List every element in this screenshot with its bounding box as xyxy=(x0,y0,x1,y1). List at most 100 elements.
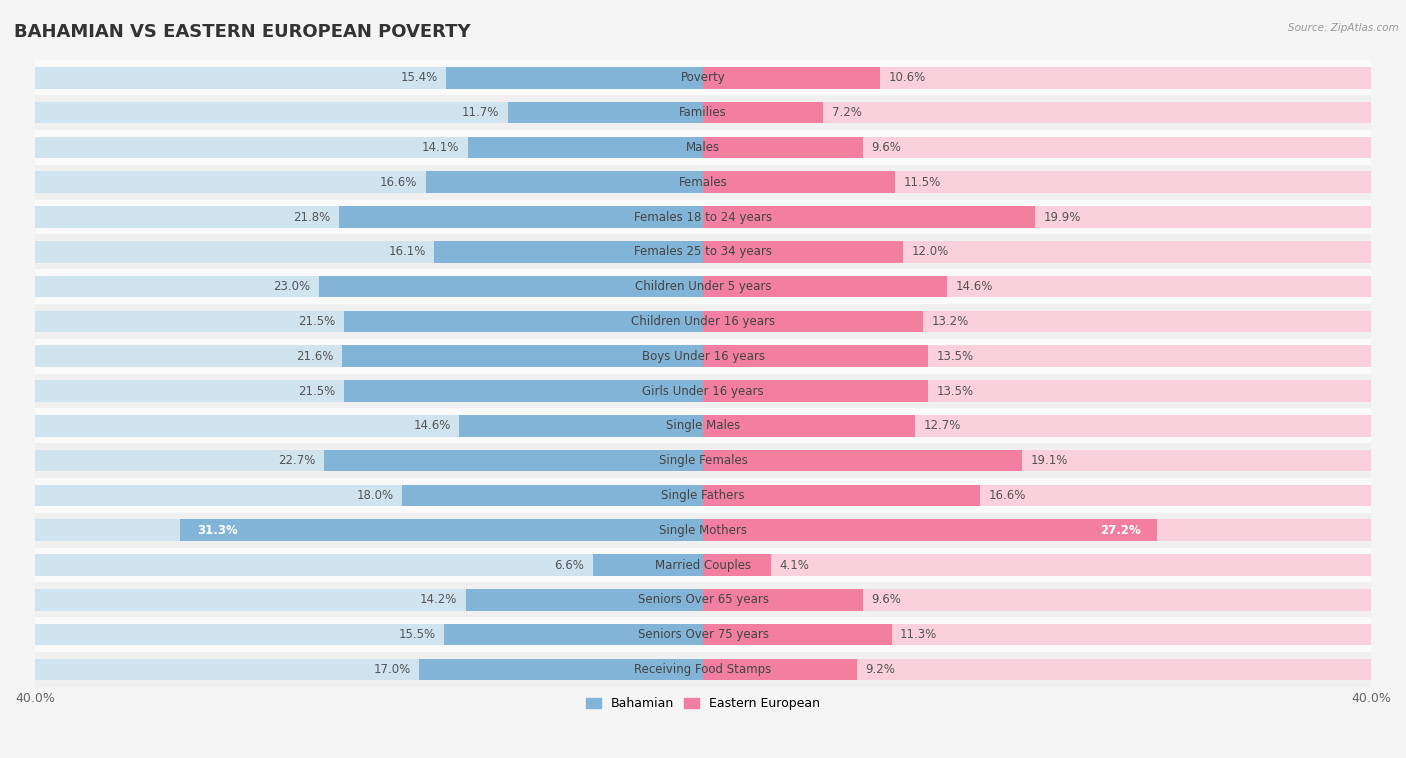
Bar xyxy=(344,381,703,402)
Bar xyxy=(35,659,703,680)
Text: Receiving Food Stamps: Receiving Food Stamps xyxy=(634,663,772,676)
Legend: Bahamian, Eastern European: Bahamian, Eastern European xyxy=(581,692,825,715)
Text: Seniors Over 75 years: Seniors Over 75 years xyxy=(637,628,769,641)
Bar xyxy=(703,659,1371,680)
Text: Females 18 to 24 years: Females 18 to 24 years xyxy=(634,211,772,224)
Text: 19.1%: 19.1% xyxy=(1031,454,1067,467)
Text: 4.1%: 4.1% xyxy=(780,559,810,572)
Text: Source: ZipAtlas.com: Source: ZipAtlas.com xyxy=(1288,23,1399,33)
Bar xyxy=(703,484,1371,506)
Text: 15.4%: 15.4% xyxy=(401,71,437,84)
Bar xyxy=(342,346,703,367)
Bar xyxy=(703,519,1371,541)
Text: 18.0%: 18.0% xyxy=(357,489,394,502)
Bar xyxy=(703,206,1035,228)
Bar xyxy=(35,484,703,506)
Bar xyxy=(703,484,980,506)
Bar xyxy=(35,304,1371,339)
Text: 14.6%: 14.6% xyxy=(955,280,993,293)
Bar xyxy=(703,171,1371,193)
Text: 22.7%: 22.7% xyxy=(278,454,315,467)
Bar xyxy=(35,582,1371,617)
Bar xyxy=(703,659,856,680)
Bar xyxy=(35,617,1371,652)
Text: 19.9%: 19.9% xyxy=(1043,211,1081,224)
Text: 11.7%: 11.7% xyxy=(461,106,499,119)
Bar xyxy=(35,234,1371,269)
Bar xyxy=(35,136,703,158)
Bar xyxy=(703,206,1371,228)
Bar xyxy=(35,165,1371,199)
Text: BAHAMIAN VS EASTERN EUROPEAN POVERTY: BAHAMIAN VS EASTERN EUROPEAN POVERTY xyxy=(14,23,471,41)
Text: Families: Families xyxy=(679,106,727,119)
Text: 9.6%: 9.6% xyxy=(872,594,901,606)
Text: Single Fathers: Single Fathers xyxy=(661,489,745,502)
Text: 23.0%: 23.0% xyxy=(273,280,311,293)
Bar xyxy=(35,102,703,124)
Bar xyxy=(703,102,824,124)
Text: 13.5%: 13.5% xyxy=(936,349,974,363)
Bar xyxy=(703,241,904,263)
Text: 21.5%: 21.5% xyxy=(298,384,336,397)
Bar xyxy=(703,346,928,367)
Bar xyxy=(35,624,703,645)
Text: 13.2%: 13.2% xyxy=(932,315,969,328)
Text: 9.2%: 9.2% xyxy=(865,663,894,676)
Text: 13.5%: 13.5% xyxy=(936,384,974,397)
Text: 31.3%: 31.3% xyxy=(197,524,238,537)
Bar xyxy=(446,67,703,89)
Bar xyxy=(703,136,863,158)
Text: 21.5%: 21.5% xyxy=(298,315,336,328)
Bar xyxy=(703,381,928,402)
Bar xyxy=(35,589,703,611)
Bar xyxy=(180,519,703,541)
Text: Males: Males xyxy=(686,141,720,154)
Text: Poverty: Poverty xyxy=(681,71,725,84)
Bar xyxy=(703,624,891,645)
Bar xyxy=(35,269,1371,304)
Bar xyxy=(703,554,772,576)
Bar xyxy=(35,374,1371,409)
Bar xyxy=(319,276,703,297)
Text: 16.6%: 16.6% xyxy=(988,489,1026,502)
Bar xyxy=(426,171,703,193)
Bar xyxy=(468,136,703,158)
Text: Single Mothers: Single Mothers xyxy=(659,524,747,537)
Bar xyxy=(434,241,703,263)
Text: Children Under 16 years: Children Under 16 years xyxy=(631,315,775,328)
Text: 27.2%: 27.2% xyxy=(1099,524,1140,537)
Bar xyxy=(35,67,703,89)
Bar xyxy=(703,241,1371,263)
Text: 14.2%: 14.2% xyxy=(420,594,457,606)
Text: 12.7%: 12.7% xyxy=(924,419,960,432)
Bar xyxy=(703,624,1371,645)
Bar xyxy=(35,206,703,228)
Text: Females 25 to 34 years: Females 25 to 34 years xyxy=(634,246,772,258)
Bar xyxy=(444,624,703,645)
Bar xyxy=(703,67,880,89)
Text: 14.1%: 14.1% xyxy=(422,141,460,154)
Bar xyxy=(35,652,1371,687)
Bar xyxy=(35,449,703,471)
Text: Boys Under 16 years: Boys Under 16 years xyxy=(641,349,765,363)
Text: 7.2%: 7.2% xyxy=(831,106,862,119)
Text: 14.6%: 14.6% xyxy=(413,419,451,432)
Bar xyxy=(35,513,1371,547)
Bar xyxy=(35,381,703,402)
Bar xyxy=(35,339,1371,374)
Bar xyxy=(339,206,703,228)
Bar xyxy=(35,276,703,297)
Bar xyxy=(35,241,703,263)
Text: Seniors Over 65 years: Seniors Over 65 years xyxy=(637,594,769,606)
Bar xyxy=(35,346,703,367)
Bar xyxy=(419,659,703,680)
Bar xyxy=(703,311,1371,332)
Bar xyxy=(703,519,1157,541)
Text: 10.6%: 10.6% xyxy=(889,71,925,84)
Text: 11.3%: 11.3% xyxy=(900,628,938,641)
Bar xyxy=(703,589,863,611)
Bar xyxy=(35,443,1371,478)
Bar xyxy=(703,554,1371,576)
Bar xyxy=(703,449,1022,471)
Bar xyxy=(323,449,703,471)
